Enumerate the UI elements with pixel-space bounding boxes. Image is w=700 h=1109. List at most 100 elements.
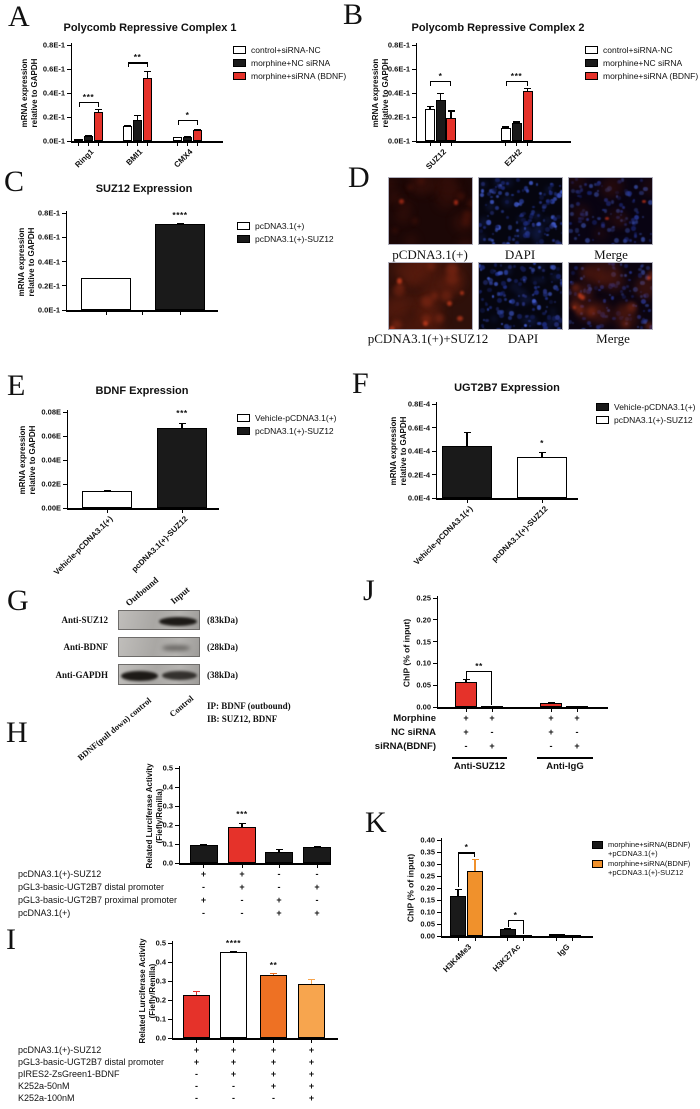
x-tick bbox=[181, 509, 183, 513]
micrograph-texture-dot bbox=[602, 298, 607, 303]
micrograph-texture-dot bbox=[512, 264, 516, 268]
micrograph-texture-dot bbox=[591, 215, 594, 218]
x-axis bbox=[436, 498, 578, 500]
micrograph-texture-dot bbox=[632, 221, 635, 225]
sig-bracket bbox=[466, 670, 492, 672]
micrograph-texture-dot bbox=[481, 323, 485, 327]
micrograph-texture-dot bbox=[549, 183, 555, 188]
micrograph-texture-dot bbox=[609, 213, 613, 216]
condition-row-label: K252a-100nM bbox=[18, 1093, 75, 1103]
micrograph-texture-dot bbox=[576, 189, 582, 195]
micrograph-label: Merge bbox=[596, 331, 630, 346]
micrograph-texture-dot bbox=[591, 239, 595, 242]
y-tick-label: 0.15 bbox=[420, 895, 435, 905]
condition-cell: + bbox=[193, 1057, 200, 1067]
micrograph-texture-dot bbox=[506, 216, 510, 219]
micrograph-texture-dot bbox=[544, 185, 554, 195]
y-tick bbox=[433, 684, 437, 686]
micrograph-texture-dot bbox=[592, 272, 607, 287]
x-category-label: Ring1 bbox=[73, 147, 96, 170]
micrograph-texture-dot bbox=[457, 237, 472, 244]
micrograph-texture-dot bbox=[571, 189, 576, 194]
condition-cell: + bbox=[200, 869, 207, 879]
micrograph-texture-dot bbox=[643, 186, 648, 192]
micrograph-texture-dot bbox=[552, 285, 558, 291]
legend-item: control+siRNA-NC bbox=[233, 45, 321, 56]
micrograph-texture-dot bbox=[498, 270, 504, 276]
condition-cell: + bbox=[548, 727, 554, 737]
micrograph-texture-dot bbox=[538, 191, 543, 196]
micrograph-texture-dot bbox=[501, 185, 506, 191]
legend-label: Vehicle-pCDNA3.1(+) bbox=[614, 402, 696, 412]
micrograph-texture-dot bbox=[520, 327, 524, 329]
error-bar bbox=[97, 108, 100, 112]
micrograph-texture-dot bbox=[553, 321, 559, 327]
micrograph-texture-dot bbox=[550, 280, 554, 284]
micrograph-texture-dot bbox=[461, 217, 471, 226]
chart-F-title: UGT2B7 Expression bbox=[454, 382, 560, 394]
bar bbox=[450, 896, 466, 936]
micrograph-texture-dot bbox=[412, 217, 419, 224]
micrograph-texture-dot bbox=[404, 233, 419, 244]
y-tick-label: 0.6E-4 bbox=[407, 423, 430, 432]
micrograph-texture-dot bbox=[611, 282, 616, 287]
micrograph-texture-dot bbox=[516, 228, 520, 232]
error-bar-cap bbox=[502, 126, 509, 128]
condition-row-label: pcDNA3.1(+) bbox=[18, 908, 71, 918]
micrograph-texture-dot bbox=[503, 270, 508, 275]
micrograph-texture-dot bbox=[583, 183, 588, 187]
micrograph-texture-dot bbox=[507, 326, 512, 329]
micrograph-texture-dot bbox=[532, 212, 541, 221]
micrograph-texture-dot bbox=[534, 287, 538, 290]
y-tick bbox=[62, 261, 66, 263]
y-tick bbox=[412, 92, 416, 94]
y-axis-label-line: mRNA expression bbox=[17, 227, 26, 296]
micrograph-texture-dot bbox=[526, 188, 530, 192]
y-tick bbox=[63, 507, 67, 509]
micrograph-texture-dot bbox=[648, 238, 652, 242]
micrograph-texture-dot bbox=[447, 301, 453, 307]
condition-row-label: NC siRNA bbox=[391, 727, 436, 738]
micrograph-texture-dot bbox=[640, 320, 645, 324]
condition-cell: - bbox=[575, 727, 579, 737]
micrograph-texture-dot bbox=[556, 274, 561, 279]
micrograph-texture-dot bbox=[479, 264, 481, 268]
micrograph-texture-dot bbox=[486, 220, 491, 225]
blot-lane-label: BDNF(pull down) control bbox=[75, 695, 154, 763]
y-axis-label-line: Related Lurciferase Activity bbox=[145, 762, 154, 869]
x-tick bbox=[106, 509, 108, 513]
micrograph-texture-dot bbox=[625, 317, 629, 322]
y-axis-label-line: relative to GAPDH bbox=[399, 416, 408, 486]
condition-row-label: pIRES2-ZsGreen1-BDNF bbox=[18, 1069, 120, 1079]
micrograph-texture-dot bbox=[532, 232, 542, 243]
micrograph-texture-dot bbox=[619, 213, 623, 217]
micrograph-texture-dot bbox=[538, 194, 544, 200]
y-tick-label: 0.05 bbox=[420, 919, 435, 929]
micrograph-texture-dot bbox=[598, 325, 602, 329]
x-tick bbox=[311, 1039, 313, 1043]
error-bar-cap bbox=[275, 848, 283, 851]
legend-label: morphine+siRNA (BDNF) bbox=[603, 71, 699, 81]
micrograph-texture-dot bbox=[549, 299, 554, 304]
error-bar-cap bbox=[308, 978, 315, 980]
legend-item: morphine+siRNA(BDNF) +pCDNA3.1(+) bbox=[592, 840, 690, 859]
legend-label: morphine+siRNA(BDNF) +pCDNA3.1(+)-SUZ12 bbox=[608, 859, 690, 878]
micrograph-texture-dot bbox=[486, 214, 489, 217]
y-tick bbox=[175, 824, 179, 826]
micrograph-texture-dot bbox=[446, 181, 461, 197]
micrograph-texture-dot bbox=[634, 215, 640, 221]
x-axis bbox=[71, 141, 223, 143]
micrograph-texture-dot bbox=[521, 189, 525, 193]
micrograph-texture-dot bbox=[532, 205, 535, 209]
x-axis bbox=[179, 863, 331, 865]
micrograph-texture-dot bbox=[533, 290, 539, 296]
micrograph-texture-dot bbox=[542, 292, 548, 297]
y-tick-label: 0.8E-1 bbox=[387, 40, 410, 50]
y-tick-label: 0.35 bbox=[420, 847, 435, 857]
micrograph-texture-dot bbox=[422, 316, 429, 323]
x-tick bbox=[505, 142, 507, 146]
micrograph-texture-dot bbox=[574, 178, 579, 182]
condition-row-label: Morphine bbox=[393, 713, 436, 724]
y-tick bbox=[437, 863, 441, 865]
condition-cell: - bbox=[315, 895, 319, 905]
